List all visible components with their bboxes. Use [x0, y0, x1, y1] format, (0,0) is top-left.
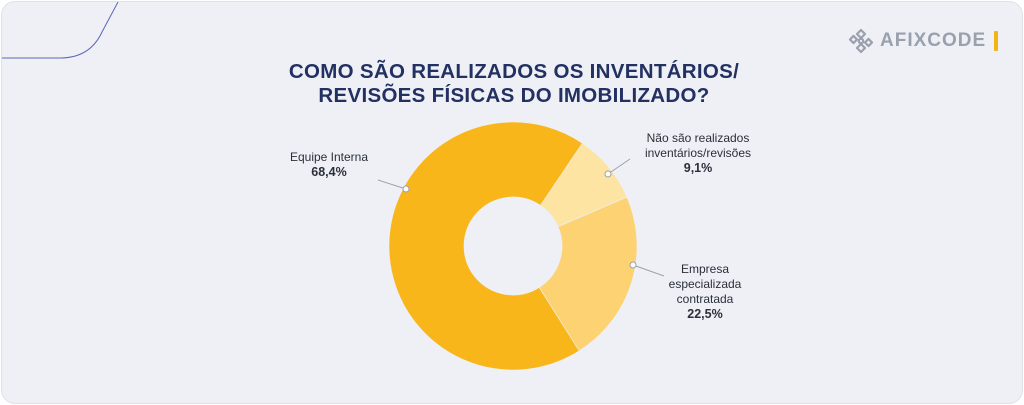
slice-value-label: 9,1% [683, 161, 713, 175]
slice-label-text: Empresa [680, 262, 730, 276]
slice-label-text: contratada [676, 292, 734, 306]
brand-logo: AFIXCODE [848, 28, 986, 54]
slice-label-nao-realizados: Não são realizados inventários/revisões … [628, 131, 768, 176]
brand-accent-bar [994, 31, 998, 51]
slice-label-text: Equipe Interna [289, 150, 369, 164]
afixcode-logo-icon [848, 28, 874, 54]
brand-name: AFIXCODE [880, 30, 987, 51]
leader-dot [604, 170, 612, 178]
chart-title-line-2: REVISÕES FÍSICAS DO IMOBILIZADO? [318, 84, 710, 107]
slice-empresa-especializada [538, 196, 638, 352]
chart-title: COMO SÃO REALIZADOS OS INVENTÁRIOS/ REVI… [214, 60, 814, 108]
slice-value-label: 22,5% [687, 307, 723, 321]
slice-value-label: 68,4% [311, 165, 347, 179]
leader-line [632, 264, 665, 277]
leader-dot [402, 185, 410, 193]
slice-label-equipe-interna: Equipe Interna 68,4% [271, 150, 387, 180]
decorative-curve [2, 2, 119, 59]
chart-title-line-1: COMO SÃO REALIZADOS OS INVENTÁRIOS/ [288, 60, 740, 83]
slice-label-text: especializada [668, 277, 742, 291]
slice-label-text: Não são realizados [646, 131, 750, 145]
leader-dot [629, 261, 637, 269]
slice-equipe-interna [388, 121, 583, 371]
slice-label-text: inventários/revisões [644, 146, 752, 160]
leader-line [377, 179, 407, 190]
slice-label-empresa-especializada: Empresa especializada contratada 22,5% [650, 262, 760, 322]
leader-line [607, 158, 631, 175]
